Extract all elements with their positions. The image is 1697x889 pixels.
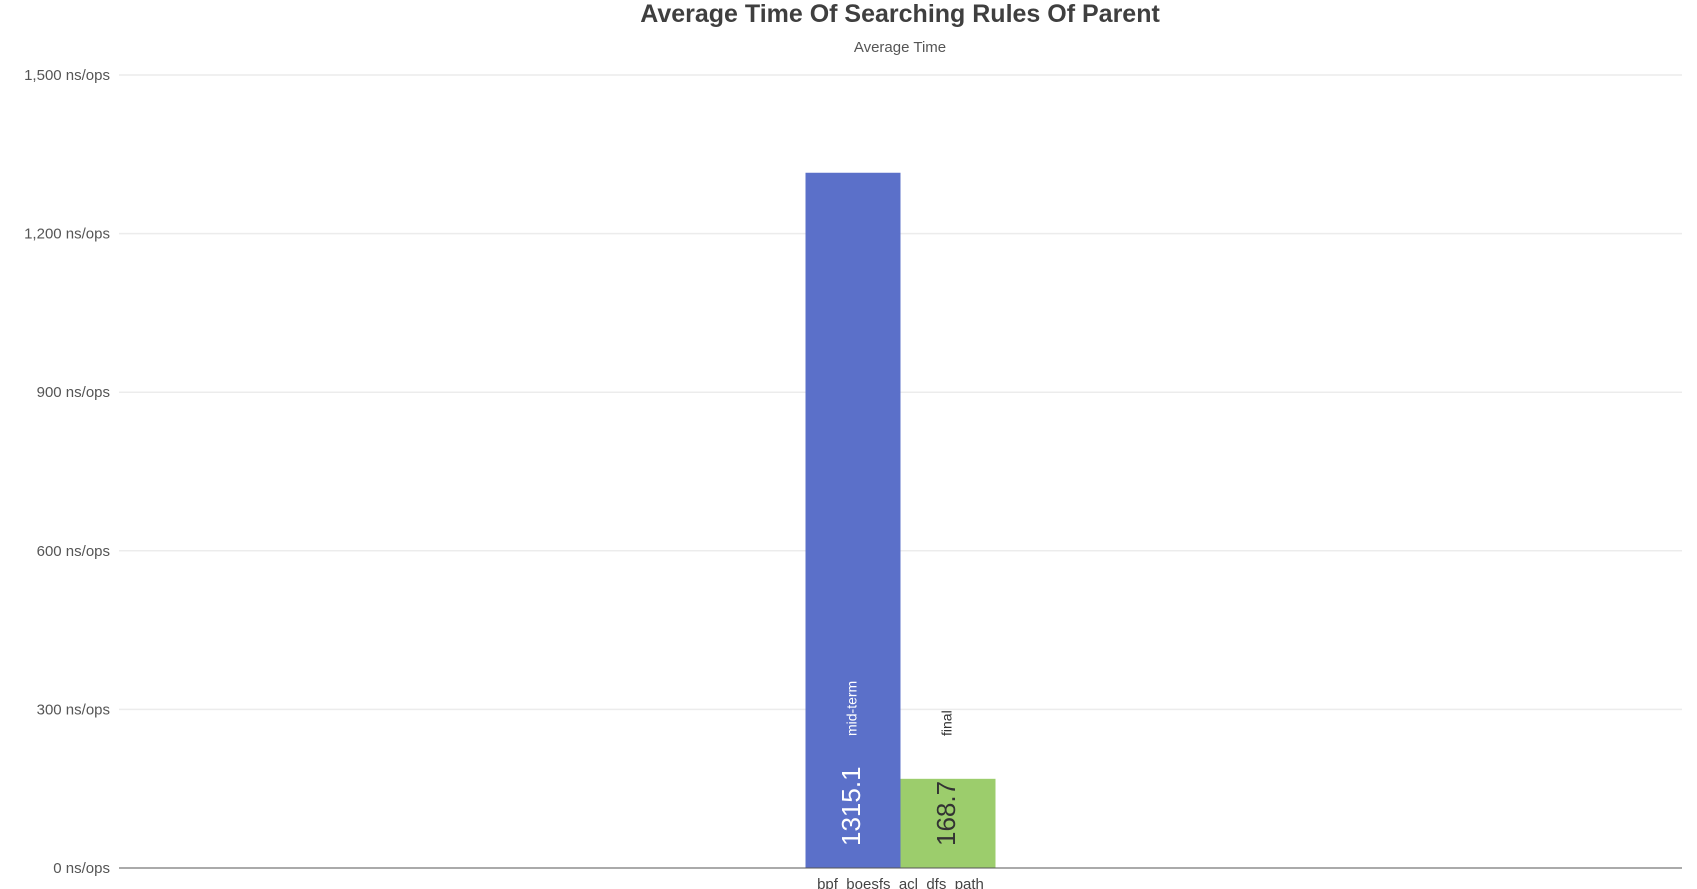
x-axis: bpf_boesfs_acl_dfs_path: [119, 867, 1682, 889]
bar-value-label: 1315.1: [836, 766, 866, 846]
chart-subtitle: Average Time: [854, 39, 946, 56]
y-tick-label: 1,500 ns/ops: [24, 67, 110, 84]
bar-series-label: final: [939, 710, 955, 736]
chart-title: Average Time Of Searching Rules Of Paren…: [640, 0, 1160, 28]
y-tick-label: 0 ns/ops: [53, 860, 110, 877]
bar-series-label: mid-term: [844, 681, 860, 736]
y-tick-label: 300 ns/ops: [37, 701, 110, 718]
y-tick-label: 600 ns/ops: [37, 543, 110, 560]
y-axis: 0 ns/ops 300 ns/ops 600 ns/ops 900 ns/ops 1,…: [24, 67, 110, 877]
bar-value-label: 168.7: [931, 781, 961, 846]
bars: 1315.1 mid-term 168.7 final: [805, 172, 996, 868]
y-tick-label: 900 ns/ops: [37, 384, 110, 401]
bar-final: [900, 778, 996, 868]
y-tick-label: 1,200 ns/ops: [24, 226, 110, 243]
bar-mid-term: [805, 172, 901, 868]
x-tick-label: bpf_boesfs_acl_dfs_path: [817, 876, 984, 889]
